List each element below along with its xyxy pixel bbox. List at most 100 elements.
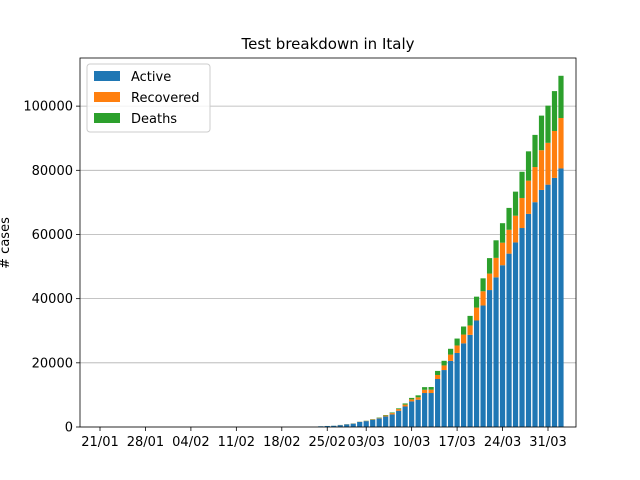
chart-title: Test breakdown in Italy (241, 35, 415, 53)
axes (76, 57, 577, 431)
bar-active (396, 410, 402, 427)
bar-recovered (441, 365, 447, 371)
bar-active (519, 228, 525, 427)
bar-active (409, 401, 415, 427)
bar-recovered (558, 118, 564, 169)
bar-active (473, 320, 480, 427)
bar-recovered (396, 409, 402, 411)
bar-active (538, 189, 545, 427)
bar-active (415, 399, 421, 427)
bar-active (506, 253, 512, 427)
bar-active (480, 305, 486, 427)
bar-active (370, 419, 376, 427)
y-tick-label: 80000 (32, 164, 73, 179)
bar-recovered (409, 399, 415, 402)
bar-active (324, 426, 330, 427)
bar-deaths (499, 223, 506, 243)
bar-deaths (473, 296, 480, 308)
bar-active (376, 418, 382, 427)
bar-deaths (435, 370, 441, 375)
tick-labels: 0 20000 40000 60000 80000 100000 21/01 28/01 04/… (23, 100, 566, 450)
bar-recovered (389, 413, 395, 415)
bar-recovered (538, 150, 545, 190)
y-tick-label: 100000 (23, 100, 73, 115)
legend: Active Recovered Deaths (86, 63, 211, 133)
bar-recovered (422, 389, 428, 394)
bar-deaths (402, 403, 408, 405)
y-tick-label: 60000 (32, 228, 73, 243)
bar-recovered (376, 417, 382, 419)
bar-recovered (383, 415, 389, 417)
bar-active (435, 379, 441, 427)
bar-recovered (435, 374, 441, 380)
bar-active (551, 177, 558, 427)
bar-deaths (538, 115, 545, 151)
x-tick-label: 11/02 (218, 435, 255, 450)
bar-active (512, 242, 519, 427)
y-tick-label: 20000 (32, 356, 73, 371)
bar-active (532, 202, 538, 427)
bar-recovered (493, 257, 499, 278)
bar-deaths (409, 397, 415, 400)
bar-active (493, 277, 499, 427)
bar-active (461, 343, 467, 427)
bar-deaths (493, 240, 499, 258)
bar-deaths (389, 412, 395, 414)
bar-active (389, 414, 395, 427)
bar-active (486, 290, 493, 427)
bar-recovered (525, 180, 532, 214)
bar-deaths (422, 387, 428, 390)
bar-recovered (454, 345, 460, 353)
bar-recovered (467, 325, 473, 335)
bar-recovered (402, 404, 408, 407)
bar-deaths (525, 151, 532, 181)
y-axis-label: # cases (0, 217, 13, 269)
bar-deaths (441, 360, 447, 366)
legend-label-recovered: Recovered (131, 91, 200, 106)
bar-recovered (532, 167, 538, 203)
plot-frame (79, 57, 577, 428)
x-tick-label: 17/03 (438, 435, 475, 450)
legend-label-deaths: Deaths (131, 112, 177, 127)
bar-active (383, 416, 389, 427)
bar-active (525, 213, 532, 427)
bar-deaths (545, 105, 551, 143)
legend-swatch-active (94, 71, 120, 81)
bar-active (428, 393, 434, 427)
x-tick-label: 10/03 (393, 435, 430, 450)
x-tick-label: 24/03 (484, 435, 521, 450)
bar-deaths (396, 408, 402, 410)
bar-recovered (499, 242, 506, 266)
bar-active (448, 360, 454, 427)
bar-deaths (461, 326, 467, 335)
bar-recovered (519, 197, 525, 229)
bar-deaths (428, 387, 434, 390)
y-tick-label: 40000 (32, 292, 73, 307)
legend-swatch-deaths (94, 113, 120, 123)
bar-deaths (519, 171, 525, 198)
bar-deaths (454, 338, 460, 346)
bar-deaths (558, 75, 564, 118)
bar-active (558, 168, 564, 427)
bar-deaths (512, 191, 519, 216)
legend-label-active: Active (131, 70, 171, 85)
bar-deaths (448, 348, 454, 355)
bar-deaths (532, 134, 538, 168)
x-tick-label: 21/01 (81, 435, 118, 450)
bar-recovered (551, 130, 558, 178)
bar-recovered (512, 215, 519, 243)
bar-recovered (545, 142, 551, 185)
bar-active (331, 425, 337, 427)
bar-recovered (473, 307, 480, 321)
bar-recovered (486, 273, 493, 291)
bar-deaths (486, 258, 493, 274)
x-tick-label: 18/02 (263, 435, 300, 450)
bar-recovered (415, 397, 421, 400)
bar-active (441, 370, 447, 427)
bar-active (467, 334, 473, 427)
bar-active (545, 184, 551, 427)
bar-active (337, 425, 343, 427)
bar-active (454, 352, 460, 427)
bar-recovered (506, 229, 512, 254)
